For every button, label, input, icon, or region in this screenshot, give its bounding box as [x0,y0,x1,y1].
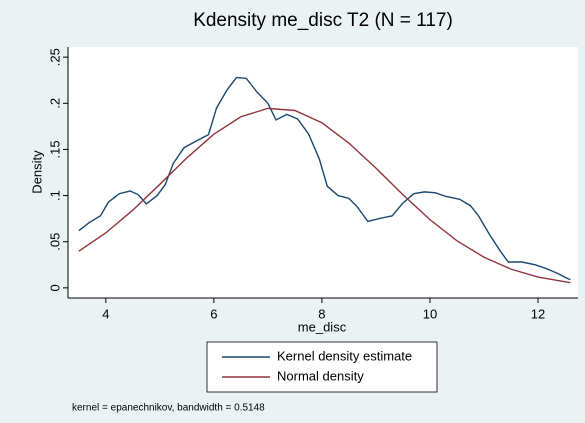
legend-label: Kernel density estimate [277,348,412,363]
density-line [78,107,571,284]
note: kernel = epanechnikov, bandwidth = 0.514… [72,403,265,414]
y-tick-label: .2 [47,98,62,109]
y-tick-label: .1 [47,190,62,201]
y-tick-label: 0 [47,284,62,291]
x-axis-label: me_disc [298,319,347,334]
x-tick-label: 4 [102,306,109,321]
legend [206,341,438,393]
y-tick-label: .15 [47,140,62,158]
x-tick-label: 8 [318,306,325,321]
x-tick-label: 12 [531,306,545,321]
y-tick-label: .05 [47,233,62,251]
chart-title: Kdensity me_disc T2 (N = 117) [193,10,453,31]
y-tick-label: .25 [47,48,62,66]
x-tick-label: 6 [210,306,217,321]
y-axis-label: Density [29,150,44,194]
density-line [78,76,571,281]
x-tick-label: 10 [423,306,437,321]
legend-label: Normal density [277,368,364,383]
